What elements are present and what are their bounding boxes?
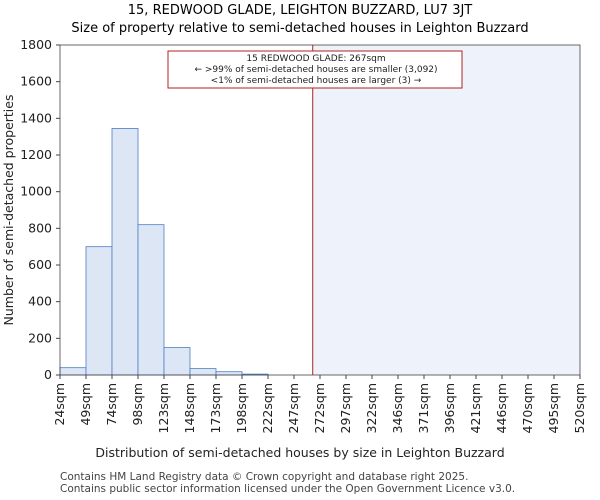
y-axis-label: Number of semi-detached properties bbox=[1, 95, 16, 326]
annotation-line-3: <1% of semi-detached houses are larger (… bbox=[211, 76, 422, 86]
y-tick-label: 1000 bbox=[20, 184, 52, 199]
bar-98sqm bbox=[137, 224, 165, 376]
larger-region-highlight bbox=[312, 45, 580, 375]
bar-148sqm bbox=[189, 368, 217, 376]
x-tick-label: 346sqm bbox=[390, 383, 405, 433]
annotation-line-2: ← >99% of semi-detached houses are small… bbox=[194, 65, 437, 75]
x-tick-label: 247sqm bbox=[286, 383, 301, 433]
x-tick-label: 297sqm bbox=[338, 383, 353, 433]
x-tick-label: 98sqm bbox=[130, 383, 145, 426]
x-tick-label: 24sqm bbox=[52, 383, 67, 426]
x-tick-label: 470sqm bbox=[520, 383, 535, 433]
y-tick-label: 1400 bbox=[20, 110, 52, 125]
y-tick-label: 1600 bbox=[20, 74, 52, 89]
bar-24sqm bbox=[59, 367, 87, 376]
bar-123sqm bbox=[163, 347, 191, 376]
x-tick-label: 222sqm bbox=[260, 383, 275, 433]
chart-subtitle: Size of property relative to semi-detach… bbox=[71, 21, 528, 36]
x-ticks: 24sqm 49sqm 74sqm 98sqm 123sqm 148sqm 173sqm 19… bbox=[52, 375, 587, 433]
x-tick-label: 123sqm bbox=[156, 383, 171, 433]
y-tick-label: 800 bbox=[28, 220, 52, 235]
x-tick-label: 396sqm bbox=[442, 383, 457, 433]
x-tick-label: 49sqm bbox=[78, 383, 93, 426]
bar-49sqm bbox=[85, 246, 113, 376]
y-tick-label: 600 bbox=[28, 257, 52, 272]
bar-173sqm bbox=[215, 371, 243, 376]
y-ticks: 0 200 400 600 800 1000 1200 1400 1600 1800 bbox=[20, 37, 60, 382]
x-tick-label: 74sqm bbox=[104, 383, 119, 426]
footer-line-2: Contains public sector information licen… bbox=[60, 483, 515, 495]
footer-line-1: Contains HM Land Registry data © Crown c… bbox=[60, 471, 468, 483]
x-tick-label: 148sqm bbox=[182, 383, 197, 433]
y-tick-label: 200 bbox=[28, 330, 52, 345]
x-tick-label: 446sqm bbox=[494, 383, 509, 433]
x-tick-label: 173sqm bbox=[208, 383, 223, 433]
y-tick-label: 1200 bbox=[20, 147, 52, 162]
x-tick-label: 520sqm bbox=[572, 383, 587, 433]
x-tick-label: 495sqm bbox=[546, 383, 561, 433]
annotation-line-1: 15 REDWOOD GLADE: 267sqm bbox=[246, 54, 385, 64]
y-tick-label: 400 bbox=[28, 294, 52, 309]
x-tick-label: 198sqm bbox=[234, 383, 249, 433]
y-tick-label: 0 bbox=[44, 367, 52, 382]
bar-74sqm bbox=[111, 128, 139, 376]
annotation-box: 15 REDWOOD GLADE: 267sqm ← >99% of semi-… bbox=[167, 50, 463, 89]
y-tick-label: 1800 bbox=[20, 37, 52, 52]
x-tick-label: 272sqm bbox=[312, 383, 327, 433]
bars bbox=[59, 128, 269, 376]
plot-frame bbox=[59, 44, 581, 376]
x-tick-label: 421sqm bbox=[468, 383, 483, 433]
x-tick-label: 322sqm bbox=[364, 383, 379, 433]
chart-title: 15, REDWOOD GLADE, LEIGHTON BUZZARD, LU7… bbox=[128, 3, 473, 18]
x-tick-label: 371sqm bbox=[416, 383, 431, 433]
x-axis-label: Distribution of semi-detached houses by … bbox=[95, 445, 504, 460]
